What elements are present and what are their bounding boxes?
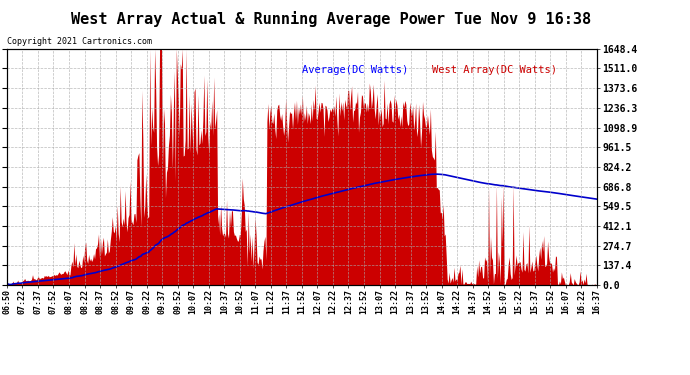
Text: Copyright 2021 Cartronics.com: Copyright 2021 Cartronics.com [7,38,152,46]
Text: West Array Actual & Running Average Power Tue Nov 9 16:38: West Array Actual & Running Average Powe… [71,11,591,27]
Text: Average(DC Watts): Average(DC Watts) [302,65,408,75]
Text: West Array(DC Watts): West Array(DC Watts) [432,65,557,75]
